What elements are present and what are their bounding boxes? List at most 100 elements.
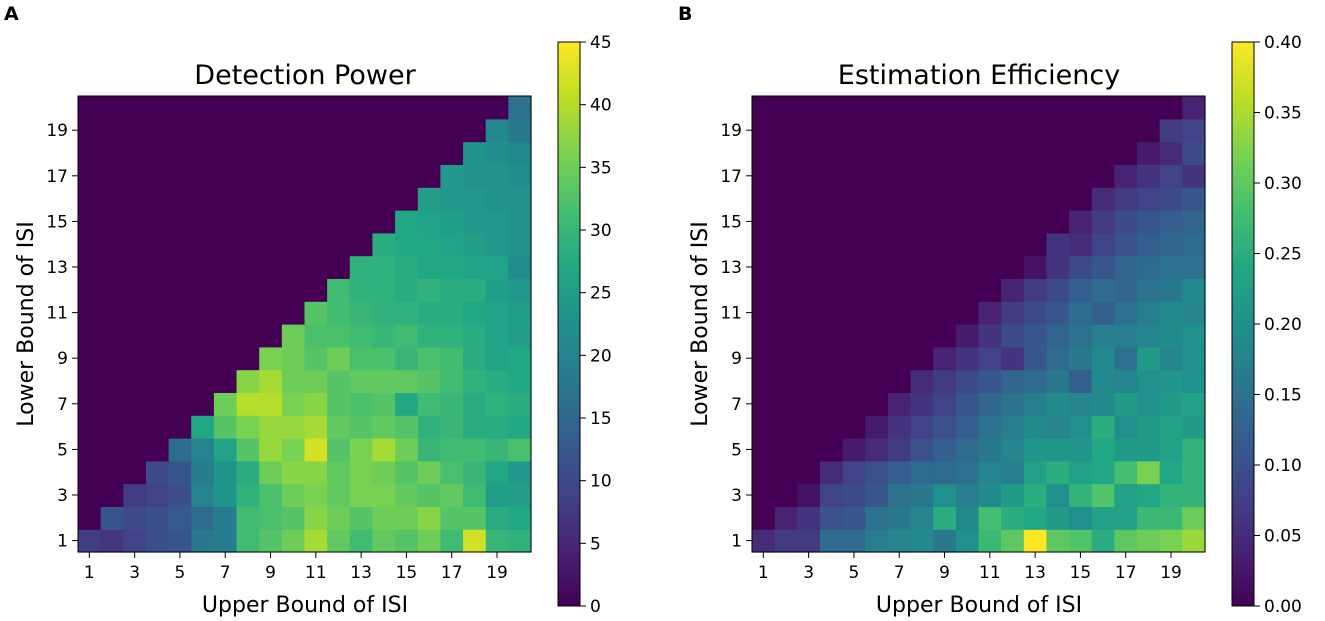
heatmap-cell: [349, 346, 374, 371]
heatmap-cell: [123, 506, 147, 530]
heatmap-cell: [752, 324, 776, 348]
heatmap-cell: [1069, 483, 1093, 507]
heatmap-cell: [417, 369, 441, 393]
heatmap-cell: [1114, 415, 1138, 439]
heatmap-cell: [145, 164, 170, 188]
heatmap-cell: [508, 301, 532, 325]
heatmap-cell: [865, 278, 889, 302]
heatmap-cell: [1182, 278, 1206, 302]
heatmap-cell: [417, 506, 441, 530]
y-tick-label: 19: [720, 121, 742, 141]
heatmap-cell: [78, 232, 102, 257]
heatmap-cell: [372, 324, 396, 348]
heatmap-cell: [100, 506, 124, 530]
heatmap-cell: [395, 301, 419, 325]
heatmap-cell: [327, 96, 351, 120]
heatmap-cell: [259, 187, 283, 211]
heatmap-cell: [1023, 255, 1048, 279]
heatmap-cell: [145, 141, 170, 165]
heatmap-cell: [955, 164, 980, 188]
heatmap-cell: [1069, 232, 1093, 257]
heatmap-cell: [349, 187, 374, 211]
heatmap-cell: [440, 483, 464, 507]
heatmap-cell: [752, 187, 776, 211]
heatmap-cell: [1046, 278, 1070, 302]
heatmap-cell: [910, 483, 934, 507]
heatmap-cell: [1159, 141, 1183, 165]
heatmap-cell: [797, 278, 821, 302]
heatmap-cell: [349, 232, 374, 257]
heatmap-cell: [865, 369, 889, 393]
heatmap-cell: [1069, 415, 1093, 439]
heatmap-cell: [819, 164, 844, 188]
heatmap-cell: [1023, 141, 1048, 165]
heatmap-cell: [349, 506, 374, 530]
heatmap-cell: [955, 460, 980, 485]
heatmap-cell: [78, 278, 102, 302]
heatmap-cell: [349, 415, 374, 439]
heatmap-cell: [1001, 118, 1025, 143]
heatmap-cell: [327, 483, 351, 507]
heatmap-cell: [463, 415, 487, 439]
heatmap-cell: [910, 369, 934, 393]
heatmap-cell: [100, 460, 124, 485]
heatmap-cell: [933, 324, 957, 348]
heatmap-cell: [191, 346, 215, 371]
heatmap-cell: [774, 210, 798, 234]
heatmap-cell: [1137, 255, 1161, 279]
heatmap-cell: [145, 346, 170, 371]
y-tick-label: 3: [57, 486, 68, 506]
x-tick-label: 17: [1115, 563, 1137, 583]
heatmap-cell: [508, 415, 532, 439]
heatmap-cell: [304, 369, 328, 393]
heatmap-cell: [819, 96, 844, 120]
heatmap-cell: [213, 96, 238, 120]
heatmap-cell: [100, 278, 124, 302]
heatmap-cell: [752, 141, 776, 165]
heatmap-cell: [395, 278, 419, 302]
heatmap-cell: [1159, 210, 1183, 234]
heatmap-cell: [372, 232, 396, 257]
colorbar-tick-label: 0.10: [1264, 456, 1302, 476]
heatmap-cell: [1001, 141, 1025, 165]
heatmap-cell: [774, 369, 798, 393]
heatmap-cell: [955, 438, 980, 462]
heatmap-cell: [1046, 141, 1070, 165]
heatmap-cell: [372, 301, 396, 325]
heatmap-cell: [955, 141, 980, 165]
heatmap-cell: [797, 460, 821, 485]
heatmap-cell: [1023, 346, 1048, 371]
heatmap-cell: [1069, 369, 1093, 393]
heatmap-cell: [1091, 301, 1115, 325]
heatmap-cell: [1114, 506, 1138, 530]
heatmap-cell: [797, 232, 821, 257]
heatmap-cell: [1114, 187, 1138, 211]
heatmap-cell: [1091, 460, 1115, 485]
heatmap-cell: [327, 232, 351, 257]
heatmap-cell: [213, 141, 238, 165]
heatmap-cell: [752, 529, 776, 553]
heatmap-cell: [485, 210, 509, 234]
heatmap-cell: [168, 96, 192, 120]
heatmap-cell: [372, 415, 396, 439]
heatmap-cell: [304, 346, 328, 371]
heatmap-cell: [1023, 210, 1048, 234]
heatmap-cell: [1069, 529, 1093, 553]
x-tick-label: 11: [305, 563, 327, 583]
heatmap-cell: [327, 187, 351, 211]
heatmap-cell: [887, 210, 912, 234]
heatmap-cell: [259, 255, 283, 279]
heatmap-cell: [1046, 415, 1070, 439]
heatmap-cell: [191, 278, 215, 302]
heatmap-cell: [259, 118, 283, 143]
heatmap-cell: [1001, 392, 1025, 416]
heatmap-cell: [887, 460, 912, 485]
heatmap-cell: [463, 187, 487, 211]
heatmap-cell: [933, 346, 957, 371]
heatmap-cell: [168, 232, 192, 257]
heatmap-cell: [1182, 506, 1206, 530]
heatmap-cell: [752, 210, 776, 234]
heatmap-cell: [1159, 96, 1183, 120]
heatmap-cell: [1023, 164, 1048, 188]
heatmap-cell: [304, 278, 328, 302]
